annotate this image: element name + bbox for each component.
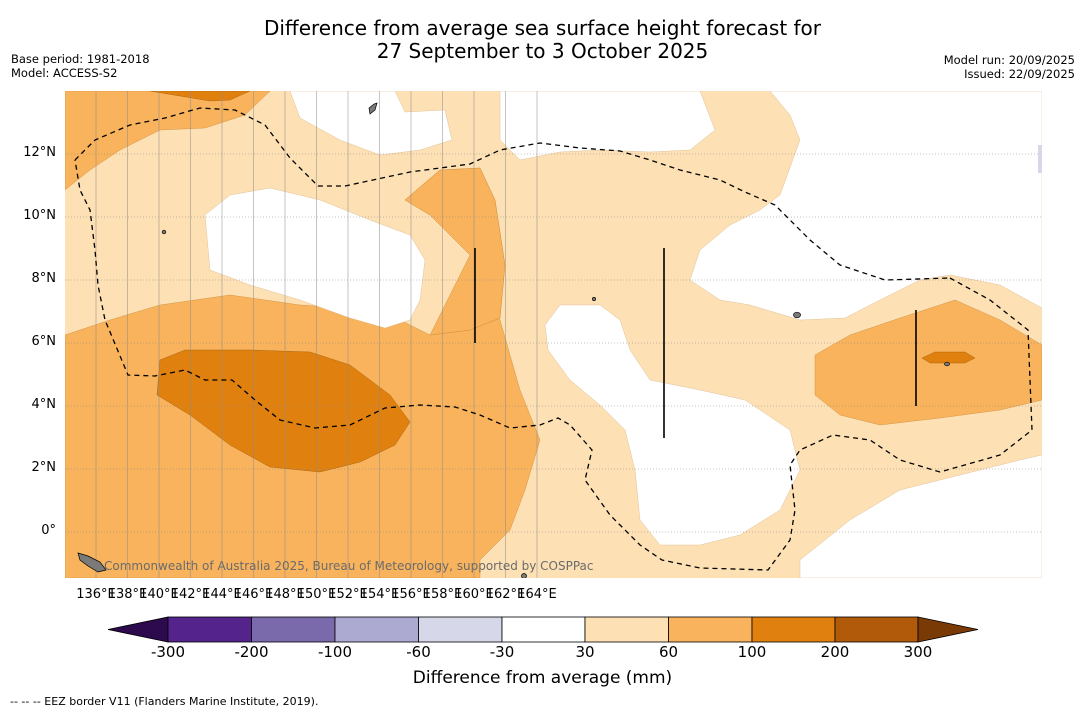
model-name: Model: ACCESS-S2 — [11, 66, 118, 80]
island-yap — [161, 229, 167, 235]
eez-border-east — [74, 159, 1033, 571]
neutral-region-north-east — [499, 91, 716, 161]
anomaly-60-100-region-east — [814, 299, 1042, 426]
colorbar-tick-label: -200 — [234, 643, 269, 661]
colorbar-segment — [584, 616, 669, 643]
colorbar-tick-label: 100 — [737, 643, 767, 661]
latitude-label: 8°N — [31, 271, 57, 286]
copyright-text: Commonwealth of Australia 2025, Bureau o… — [104, 559, 594, 573]
neutral-region-central — [544, 304, 801, 546]
longitude-label: 164°E — [517, 587, 557, 602]
colorbar-segment — [501, 616, 586, 643]
neutral-region-east — [689, 91, 1042, 321]
base-period: Base period: 1981-2018 — [11, 52, 150, 66]
latitude-label: 10°N — [23, 208, 56, 223]
anomaly-100-200-region-west — [156, 349, 411, 473]
longitude-label: 138°E — [107, 587, 148, 602]
map-fill-layer — [65, 91, 1042, 578]
longitude-label: 150°E — [296, 587, 337, 602]
island-chuuk — [592, 297, 596, 301]
longitude-label: 142°E — [170, 587, 211, 602]
neutral-region-north-center — [289, 91, 453, 156]
model-run: Model run: 20/09/2025 — [943, 53, 1075, 67]
neutral-region-south-east — [799, 454, 1042, 578]
island-kosrae — [944, 361, 950, 367]
colorbar-extend-high — [917, 616, 979, 643]
colorbar-segment — [668, 616, 753, 643]
longitude-label: 148°E — [265, 587, 305, 602]
longitude-label: 152°E — [328, 587, 368, 602]
colorbar-segment — [334, 616, 419, 643]
map-grid — [65, 91, 1042, 578]
colorbar-segment — [834, 616, 919, 643]
meta-right: Model run: 20/09/2025 Issued: 22/09/2025 — [944, 53, 1075, 81]
colorbar-tick-label: 30 — [575, 643, 595, 661]
longitude-label: 156°E — [391, 587, 431, 602]
longitude-label: 144°E — [202, 587, 242, 602]
colorbar — [107, 616, 979, 643]
meta-left: Base period: 1981-2018 Model: ACCESS-S2 — [11, 52, 150, 80]
latitude-label: 6°N — [31, 334, 57, 349]
latitude-label: 2°N — [31, 460, 57, 475]
colorbar-tick-label: 200 — [820, 643, 850, 661]
latitude-label: 12°N — [23, 145, 56, 160]
longitude-label: 136°E — [76, 587, 116, 602]
longitude-label: 162°E — [485, 587, 526, 602]
longitude-label: 146°E — [233, 587, 274, 602]
colorbar-tick-label: -100 — [317, 643, 353, 661]
longitude-label: 160°E — [454, 587, 494, 602]
anomaly-60-100-region-north — [65, 91, 271, 191]
colorbar-tick-label: 300 — [903, 643, 933, 661]
island-palau — [77, 552, 107, 573]
negative-anomaly-patch — [1038, 145, 1042, 173]
island-pohnpei — [793, 311, 801, 319]
neutral-region-west — [204, 187, 426, 329]
colorbar-segment — [751, 616, 836, 643]
island-guam — [368, 102, 378, 115]
colorbar-title: Difference from average (mm) — [412, 668, 673, 688]
longitude-label: 154°E — [359, 587, 400, 602]
eez-border-west — [74, 107, 951, 281]
anomaly-60-100-region-central — [404, 167, 506, 336]
latitude-label: 4°N — [31, 397, 57, 412]
colorbar-extend-low — [107, 616, 169, 643]
issued-date: Issued: 22/09/2025 — [964, 67, 1075, 81]
colorbar-segment — [418, 616, 503, 643]
colorbar-tick-label: 60 — [658, 643, 679, 661]
longitude-label: 140°E — [139, 587, 179, 602]
anomaly-100-200-region-north — [149, 91, 251, 102]
chart-title-line2: 27 September to 3 October 2025 — [376, 39, 709, 63]
colorbar-tick-label: -300 — [150, 643, 186, 661]
colorbar-segment — [251, 616, 336, 643]
colorbar-tick-label: -60 — [406, 643, 431, 661]
latitude-label: 0° — [41, 523, 56, 538]
anomaly-100-200-region-east — [921, 351, 976, 364]
colorbar-tick-label: -30 — [489, 643, 515, 661]
colorbar-segment — [167, 616, 252, 643]
chart-title-line1: Difference from average sea surface heig… — [263, 16, 822, 40]
longitude-label: 158°E — [422, 587, 463, 602]
eez-footnote: -- -- -- EEZ border V11 (Flanders Marine… — [10, 695, 319, 708]
island-south — [521, 573, 527, 578]
